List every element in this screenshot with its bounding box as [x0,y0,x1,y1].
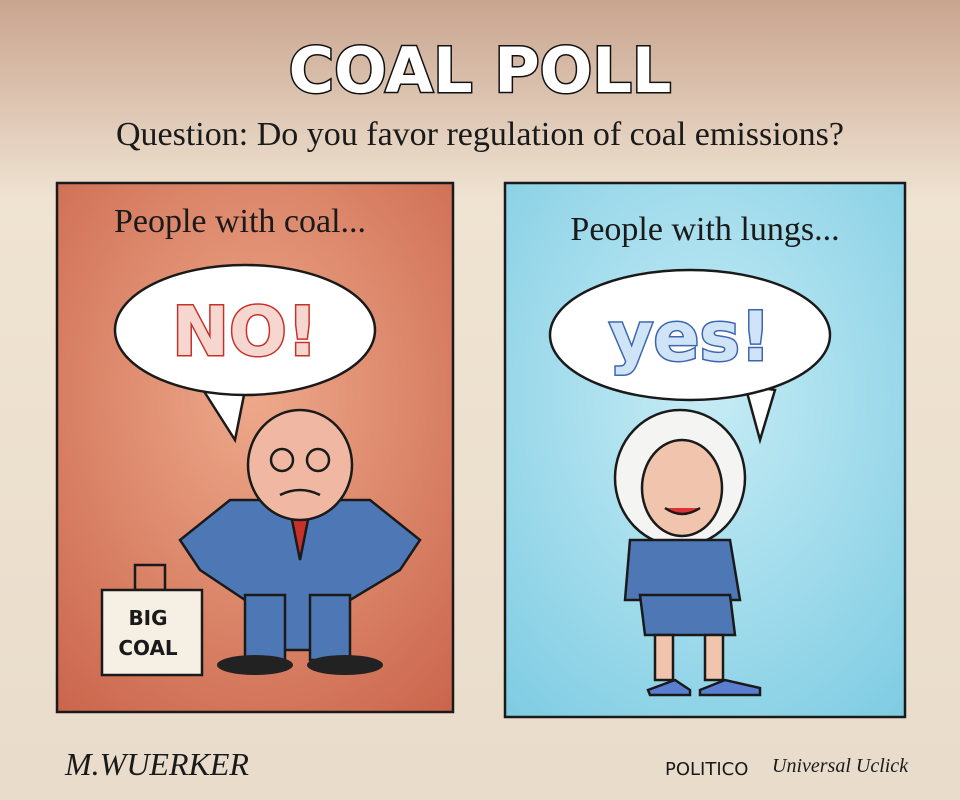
smile [664,506,701,516]
right-speech: yes! [609,298,771,377]
shoe [698,678,762,697]
title: COAL POLL [289,34,672,107]
leg [243,593,287,662]
right-speech-bubble [548,268,832,445]
glasses [305,447,331,473]
question: Question: Do you favor regulation of coa… [116,116,844,153]
credit-syndicate: Universal Uclick [772,755,909,777]
skirt [638,593,737,637]
bubble [113,263,377,397]
left-speech-bubble [113,263,377,444]
glasses [269,447,295,473]
head [246,408,354,522]
coal-man [178,408,422,675]
shoe [646,678,692,697]
left-caption: People with coal... [114,203,366,240]
signature: M.WUERKER [64,746,249,782]
leg [653,633,675,682]
shoe [307,655,383,675]
frown [279,488,321,497]
leg [308,593,352,662]
right-caption: People with lungs... [570,211,839,248]
leg [703,633,725,682]
briefcase-body [100,588,204,677]
face [640,438,724,538]
woman [613,408,762,697]
left-speech: NO! [172,293,318,372]
credit-politico: POLITICO [665,759,748,780]
bubble [548,268,832,402]
briefcase [100,563,204,677]
shoe [217,655,293,675]
jacket [623,538,742,602]
briefcase-label: COAL [118,636,178,660]
briefcase-label: BIG [128,606,167,630]
